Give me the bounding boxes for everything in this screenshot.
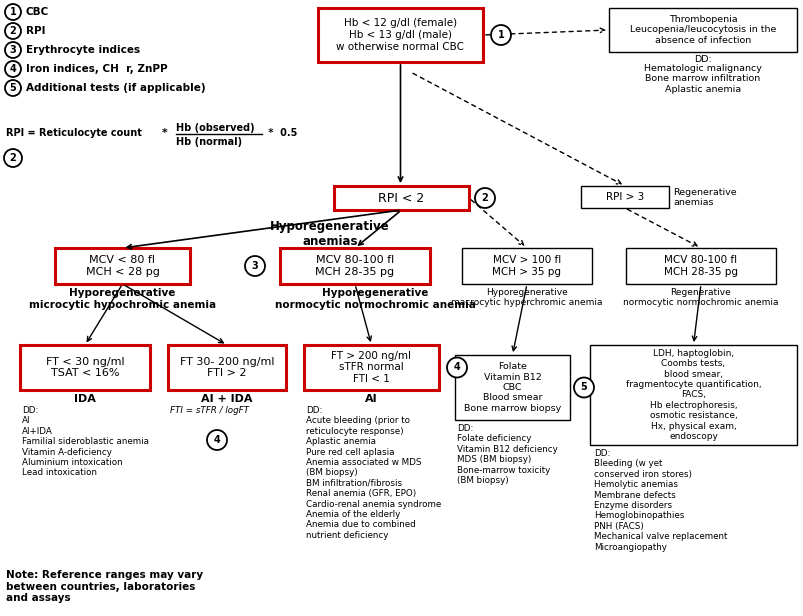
Text: *  0.5: * 0.5 <box>265 128 297 138</box>
Text: Hyporegenerative
microcytic hypochromic anemia: Hyporegenerative microcytic hypochromic … <box>29 288 216 310</box>
Text: DD:
Acute bleeding (prior to
reticulocyte response)
Aplastic anemia
Pure red cel: DD: Acute bleeding (prior to reticulocyt… <box>306 406 441 540</box>
Bar <box>279 248 430 284</box>
Text: FTI = sTFR / logFT: FTI = sTFR / logFT <box>169 406 249 415</box>
Circle shape <box>446 357 467 378</box>
Text: 2: 2 <box>481 193 487 203</box>
Bar <box>589 345 796 445</box>
Text: 4: 4 <box>453 362 460 373</box>
Text: 5: 5 <box>10 83 16 93</box>
Text: LDH, haptoglobin,
Coombs tests,
blood smear,
fragmentocyte quantification,
FACS,: LDH, haptoglobin, Coombs tests, blood sm… <box>625 349 760 441</box>
Text: Folate
Vitamin B12
CBC
Blood smear
Bone marrow biopsy: Folate Vitamin B12 CBC Blood smear Bone … <box>463 362 560 413</box>
Text: DD:: DD: <box>693 55 711 64</box>
Text: RPI = Reticulocyte count: RPI = Reticulocyte count <box>6 128 141 138</box>
Text: Hyporegenerative
anemias: Hyporegenerative anemias <box>270 220 389 248</box>
Text: MCV 80-100 fl
MCH 28-35 pg: MCV 80-100 fl MCH 28-35 pg <box>663 255 737 277</box>
Text: Iron indices, CH  r, ZnPP: Iron indices, CH r, ZnPP <box>26 64 167 74</box>
Circle shape <box>4 149 22 167</box>
Bar <box>333 186 468 210</box>
Text: Regenerative
normocytic normochromic anemia: Regenerative normocytic normochromic ane… <box>622 288 778 307</box>
Text: Additional tests (if applicable): Additional tests (if applicable) <box>26 83 206 93</box>
Text: Hyporegenerative
macrocytic hyperchromic anemia: Hyporegenerative macrocytic hyperchromic… <box>450 288 602 307</box>
Bar <box>304 345 438 390</box>
Text: 4: 4 <box>214 435 220 445</box>
Text: Hb < 12 g/dl (female)
Hb < 13 g/dl (male)
w otherwise normal CBC: Hb < 12 g/dl (female) Hb < 13 g/dl (male… <box>336 18 464 52</box>
Bar <box>318 8 483 62</box>
Circle shape <box>206 430 226 450</box>
Circle shape <box>491 25 511 45</box>
Text: 3: 3 <box>10 45 16 55</box>
Text: Thrombopenia
Leucopenia/leucocytosis in the
absence of infection: Thrombopenia Leucopenia/leucocytosis in … <box>629 15 775 45</box>
Text: 1: 1 <box>10 7 16 17</box>
Text: Hematologic malignancy
Bone marrow infiltration
Aplastic anemia: Hematologic malignancy Bone marrow infil… <box>643 64 761 94</box>
Text: *: * <box>158 128 168 138</box>
Bar <box>20 345 150 390</box>
Circle shape <box>475 188 495 208</box>
Text: CBC: CBC <box>26 7 49 17</box>
Text: DD:
Bleeding (w yet
conserved iron stores)
Hemolytic anemias
Membrane defects
En: DD: Bleeding (w yet conserved iron store… <box>593 449 727 551</box>
Bar <box>608 8 796 52</box>
Circle shape <box>5 23 21 39</box>
Text: MCV 80-100 fl
MCH 28-35 pg: MCV 80-100 fl MCH 28-35 pg <box>315 255 394 277</box>
Text: FT < 30 ng/ml
TSAT < 16%: FT < 30 ng/ml TSAT < 16% <box>46 357 124 378</box>
Text: AI + IDA: AI + IDA <box>201 394 252 404</box>
Text: 4: 4 <box>10 64 16 74</box>
Text: FT 30- 200 ng/ml
FTI > 2: FT 30- 200 ng/ml FTI > 2 <box>180 357 274 378</box>
Text: FT > 200 ng/ml
sTFR normal
FTI < 1: FT > 200 ng/ml sTFR normal FTI < 1 <box>331 351 411 384</box>
Text: DD:
Folate deficiency
Vitamin B12 deficiency
MDS (BM biopsy)
Bone-marrow toxicit: DD: Folate deficiency Vitamin B12 defici… <box>456 424 557 485</box>
Text: 2: 2 <box>10 153 16 163</box>
Text: 5: 5 <box>580 383 587 392</box>
Text: 3: 3 <box>251 261 258 271</box>
Text: Hb (observed): Hb (observed) <box>176 123 255 133</box>
Bar <box>454 355 569 420</box>
Text: Hyporegenerative
normocytic normochromic anemia: Hyporegenerative normocytic normochromic… <box>274 288 475 310</box>
Text: RPI < 2: RPI < 2 <box>378 192 424 205</box>
Bar <box>626 248 775 284</box>
Bar <box>55 248 190 284</box>
Circle shape <box>5 42 21 58</box>
Text: Hb (normal): Hb (normal) <box>176 137 242 147</box>
Circle shape <box>245 256 265 276</box>
Circle shape <box>573 378 593 397</box>
Bar <box>462 248 591 284</box>
Text: RPI > 3: RPI > 3 <box>605 192 643 202</box>
Circle shape <box>5 4 21 20</box>
Circle shape <box>5 80 21 96</box>
Text: Note: Reference ranges may vary
between countries, laboratories
and assays: Note: Reference ranges may vary between … <box>6 570 203 603</box>
Text: 2: 2 <box>10 26 16 36</box>
Bar <box>168 345 286 390</box>
Text: RPI: RPI <box>26 26 46 36</box>
Text: MCV < 80 fl
MCH < 28 pg: MCV < 80 fl MCH < 28 pg <box>85 255 159 277</box>
Text: AI: AI <box>365 394 377 404</box>
Circle shape <box>5 61 21 77</box>
Text: 1: 1 <box>497 30 503 40</box>
Text: Erythrocyte indices: Erythrocyte indices <box>26 45 140 55</box>
Text: DD:
AI
AI+IDA
Familial sideroblastic anemia
Vitamin A-deficiency
Aluminium intox: DD: AI AI+IDA Familial sideroblastic ane… <box>22 406 149 477</box>
Text: MCV > 100 fl
MCH > 35 pg: MCV > 100 fl MCH > 35 pg <box>492 255 560 277</box>
Text: IDA: IDA <box>74 394 96 404</box>
Text: Regenerative
anemias: Regenerative anemias <box>672 188 736 208</box>
Bar <box>581 186 668 208</box>
